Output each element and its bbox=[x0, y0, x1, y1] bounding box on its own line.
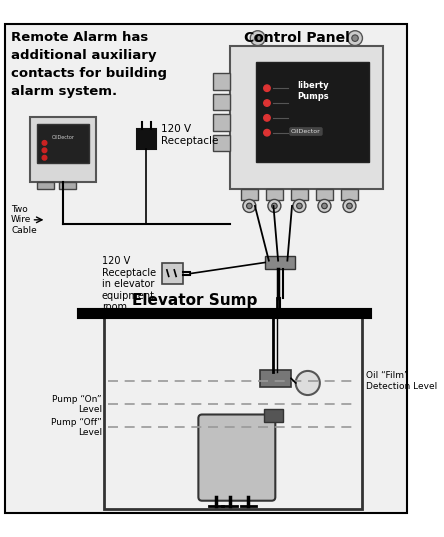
Text: 120 V
Receptacle: 120 V Receptacle bbox=[161, 125, 219, 146]
Circle shape bbox=[272, 203, 277, 209]
Text: Two
Wire
Cable: Two Wire Cable bbox=[11, 205, 37, 235]
Circle shape bbox=[321, 203, 327, 209]
Bar bbox=[213, 94, 230, 111]
Circle shape bbox=[318, 199, 331, 213]
Text: Elevator Sump: Elevator Sump bbox=[132, 293, 258, 308]
Text: Pump “Off”
Level: Pump “Off” Level bbox=[51, 418, 102, 437]
Circle shape bbox=[42, 155, 47, 160]
Bar bbox=[37, 182, 54, 189]
Bar bbox=[265, 256, 295, 269]
Text: Control Panel: Control Panel bbox=[244, 31, 349, 45]
Circle shape bbox=[347, 203, 352, 209]
Bar bbox=[37, 125, 89, 163]
FancyBboxPatch shape bbox=[198, 415, 275, 500]
Text: OilDector: OilDector bbox=[291, 129, 321, 134]
Text: Pump “On”
Level: Pump “On” Level bbox=[52, 395, 102, 414]
Circle shape bbox=[254, 35, 261, 41]
Circle shape bbox=[250, 31, 265, 46]
Circle shape bbox=[352, 35, 358, 41]
Bar bbox=[256, 62, 369, 162]
Bar bbox=[162, 264, 182, 284]
Bar bbox=[104, 313, 361, 509]
Text: 120 V
Receptacle
in elevator
equipment
room: 120 V Receptacle in elevator equipment r… bbox=[102, 256, 156, 313]
Bar bbox=[213, 114, 230, 131]
Circle shape bbox=[297, 203, 302, 209]
Text: Remote Alarm has
additional auxiliary
contacts for building
alarm system.: Remote Alarm has additional auxiliary co… bbox=[11, 31, 167, 98]
Text: Oil “Film”
Detection Level: Oil “Film” Detection Level bbox=[366, 372, 437, 391]
Circle shape bbox=[296, 371, 320, 395]
Bar bbox=[266, 189, 283, 200]
Bar bbox=[213, 74, 230, 90]
Text: OilDector: OilDector bbox=[52, 135, 75, 141]
Bar bbox=[137, 129, 156, 149]
Text: liberty
Pumps: liberty Pumps bbox=[297, 81, 329, 101]
Bar bbox=[59, 182, 76, 189]
Circle shape bbox=[343, 199, 356, 213]
Bar bbox=[316, 189, 333, 200]
Circle shape bbox=[42, 148, 47, 153]
Bar bbox=[30, 117, 96, 182]
Circle shape bbox=[246, 203, 252, 209]
Circle shape bbox=[42, 141, 47, 145]
Circle shape bbox=[264, 85, 270, 91]
Circle shape bbox=[268, 199, 281, 213]
Circle shape bbox=[348, 31, 362, 46]
Bar bbox=[341, 189, 358, 200]
Circle shape bbox=[264, 114, 270, 121]
Bar bbox=[291, 189, 308, 200]
Circle shape bbox=[264, 100, 270, 106]
Bar bbox=[241, 189, 258, 200]
Bar bbox=[213, 135, 230, 151]
Bar bbox=[264, 409, 283, 422]
Circle shape bbox=[293, 199, 306, 213]
Circle shape bbox=[264, 129, 270, 136]
Bar bbox=[260, 370, 291, 387]
Circle shape bbox=[243, 199, 256, 213]
Bar bbox=[230, 46, 383, 189]
